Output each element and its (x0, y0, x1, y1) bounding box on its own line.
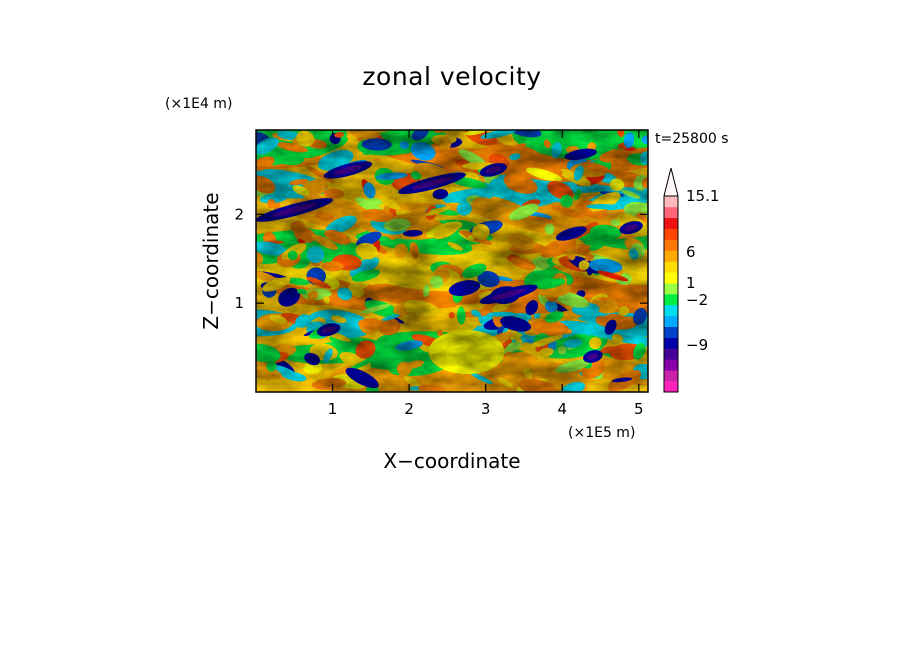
colorbar-swatch (664, 283, 678, 295)
y-axis: 12 (234, 205, 648, 312)
colorbar-swatch (664, 359, 678, 371)
y-unit-label: (×1E4 m) (165, 96, 232, 112)
colorbar (663, 167, 679, 393)
colorbar-swatch (664, 261, 678, 273)
colorbar-swatch (664, 348, 678, 360)
colorbar-swatch (664, 381, 678, 393)
colorbar-swatch (664, 228, 678, 240)
plot-frame (255, 129, 649, 393)
colorbar-labels: 15.1 6 1−2 −9 (686, 187, 719, 354)
colorbar-swatch (664, 304, 678, 317)
colorbar-swatch (664, 315, 678, 327)
colorbar-swatch (664, 239, 678, 251)
colorbar-swatch (664, 250, 678, 262)
colorbar-label: 6 (686, 243, 696, 261)
colorbar-swatch (664, 294, 678, 306)
colorbar-extend-arrow (663, 167, 679, 197)
colorbar-label: −2 (686, 291, 708, 309)
colorbar-swatch (664, 370, 678, 382)
colorbar-label: 15.1 (686, 187, 719, 205)
x-tick-label: 5 (634, 400, 644, 418)
colorbar-label: −9 (686, 336, 708, 354)
chart-title: zonal velocity (362, 62, 541, 91)
colorbar-swatch (664, 196, 678, 208)
colorbar-swatch (664, 337, 678, 349)
colorbar-swatch (664, 217, 678, 229)
plot-area (256, 130, 648, 392)
y-axis-label: Z−coordinate (199, 192, 223, 329)
x-axis-label: X−coordinate (383, 449, 520, 473)
x-axis: 1 2 3 4 5 (328, 130, 644, 418)
x-tick-label: 3 (481, 400, 491, 418)
colorbar-swatch (664, 272, 678, 284)
colorbar-swatch (664, 326, 678, 338)
x-tick-label: 2 (404, 400, 414, 418)
time-label: t=25800 s (655, 131, 729, 147)
colorbar-label: 1 (686, 274, 696, 292)
x-unit-label: (×1E5 m) (568, 425, 635, 441)
x-tick-label: 4 (557, 400, 567, 418)
y-tick-label: 2 (234, 205, 244, 223)
x-tick-label: 1 (328, 400, 338, 418)
colorbar-swatch (664, 206, 678, 219)
y-tick-label: 1 (234, 294, 244, 312)
